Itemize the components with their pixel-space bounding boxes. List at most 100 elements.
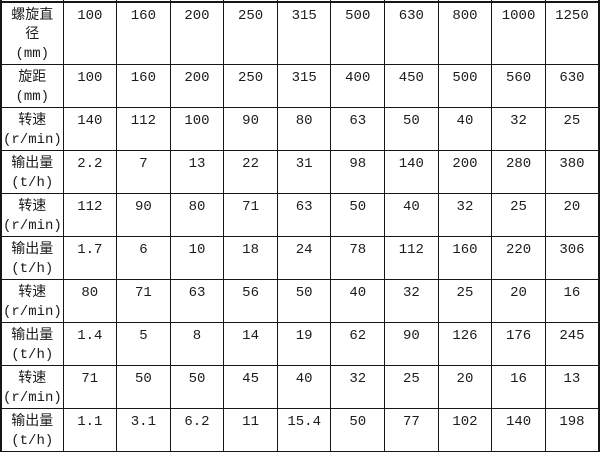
row-label: 转速 (r/min): [0, 107, 64, 151]
value-cell: 63: [276, 193, 332, 237]
value-cell: 100: [62, 1, 118, 65]
row-label: 旋距 (mm): [0, 64, 64, 108]
value-cell: 25: [437, 279, 493, 323]
value-cell: 78: [330, 236, 386, 280]
value-cell: 56: [223, 279, 278, 323]
value-cell: 245: [544, 322, 600, 366]
value-cell: 400: [330, 64, 386, 108]
cropped-cell: [544, 0, 600, 3]
value-cell: 50: [384, 107, 439, 151]
value-cell: 62: [330, 322, 386, 366]
value-cell: 13: [544, 365, 600, 409]
value-cell: 1000: [491, 1, 546, 65]
row-label: 螺旋直径 (mm): [0, 1, 64, 65]
value-cell: 80: [62, 279, 118, 323]
value-cell: 10: [169, 236, 225, 280]
value-cell: 140: [384, 150, 439, 194]
value-cell: 100: [62, 64, 118, 108]
table-row: 输出量 (t/h) 1.4 5 8 14 19 62 90 126 176 245: [0, 322, 600, 366]
value-cell: 560: [491, 64, 546, 108]
value-cell: 40: [437, 107, 493, 151]
value-cell: 176: [491, 322, 546, 366]
value-cell: 160: [437, 236, 493, 280]
value-cell: 200: [169, 64, 225, 108]
value-cell: 2.2: [62, 150, 118, 194]
value-cell: 71: [116, 279, 171, 323]
value-cell: 3.1: [116, 408, 171, 452]
value-cell: 63: [330, 107, 386, 151]
value-cell: 5: [116, 322, 171, 366]
value-cell: 102: [437, 408, 493, 452]
value-cell: 112: [62, 193, 118, 237]
value-cell: 198: [544, 408, 600, 452]
value-cell: 200: [169, 1, 225, 65]
value-cell: 140: [62, 107, 118, 151]
value-cell: 7: [116, 150, 171, 194]
value-cell: 98: [330, 150, 386, 194]
cropped-row-top: [0, 0, 600, 3]
value-cell: 250: [223, 64, 278, 108]
value-cell: 32: [384, 279, 439, 323]
value-cell: 24: [276, 236, 332, 280]
table-row: 输出量 (t/h) 2.2 7 13 22 31 98 140 200 280 380: [0, 150, 600, 194]
cropped-cell: [0, 0, 64, 3]
table-row: 输出量 (t/h) 1.7 6 10 18 24 78 112 160 220 306: [0, 236, 600, 280]
value-cell: 380: [544, 150, 600, 194]
value-cell: 20: [491, 279, 546, 323]
row-label: 输出量 (t/h): [0, 408, 64, 452]
value-cell: 16: [491, 365, 546, 409]
value-cell: 112: [384, 236, 439, 280]
value-cell: 126: [437, 322, 493, 366]
value-cell: 25: [544, 107, 600, 151]
value-cell: 20: [437, 365, 493, 409]
value-cell: 1.7: [62, 236, 118, 280]
value-cell: 90: [223, 107, 278, 151]
value-cell: 6.2: [169, 408, 225, 452]
value-cell: 71: [62, 365, 118, 409]
value-cell: 16: [544, 279, 600, 323]
value-cell: 71: [223, 193, 278, 237]
value-cell: 32: [330, 365, 386, 409]
value-cell: 112: [116, 107, 171, 151]
value-cell: 200: [437, 150, 493, 194]
value-cell: 25: [491, 193, 546, 237]
value-cell: 6: [116, 236, 171, 280]
value-cell: 500: [330, 1, 386, 65]
value-cell: 50: [330, 193, 386, 237]
value-cell: 45: [223, 365, 278, 409]
value-cell: 18: [223, 236, 278, 280]
value-cell: 160: [116, 64, 171, 108]
value-cell: 100: [169, 107, 225, 151]
value-cell: 80: [276, 107, 332, 151]
value-cell: 19: [276, 322, 332, 366]
value-cell: 50: [116, 365, 171, 409]
value-cell: 50: [330, 408, 386, 452]
value-cell: 315: [276, 64, 332, 108]
value-cell: 315: [276, 1, 332, 65]
value-cell: 800: [437, 1, 493, 65]
value-cell: 450: [384, 64, 439, 108]
value-cell: 11: [223, 408, 278, 452]
table-row: 转速 (r/min) 71 50 50 45 40 32 25 20 16 13: [0, 365, 600, 409]
value-cell: 14: [223, 322, 278, 366]
value-cell: 32: [491, 107, 546, 151]
row-label: 转速 (r/min): [0, 365, 64, 409]
value-cell: 20: [544, 193, 600, 237]
value-cell: 140: [491, 408, 546, 452]
value-cell: 25: [384, 365, 439, 409]
value-cell: 630: [544, 64, 600, 108]
value-cell: 1.4: [62, 322, 118, 366]
value-cell: 90: [116, 193, 171, 237]
value-cell: 50: [276, 279, 332, 323]
value-cell: 22: [223, 150, 278, 194]
value-cell: 160: [116, 1, 171, 65]
table-row: 输出量 (t/h) 1.1 3.1 6.2 11 15.4 50 77 102 140 198: [0, 408, 600, 452]
value-cell: 250: [223, 1, 278, 65]
value-cell: 500: [437, 64, 493, 108]
value-cell: 63: [169, 279, 225, 323]
value-cell: 8: [169, 322, 225, 366]
value-cell: 77: [384, 408, 439, 452]
row-label: 转速 (r/min): [0, 193, 64, 237]
